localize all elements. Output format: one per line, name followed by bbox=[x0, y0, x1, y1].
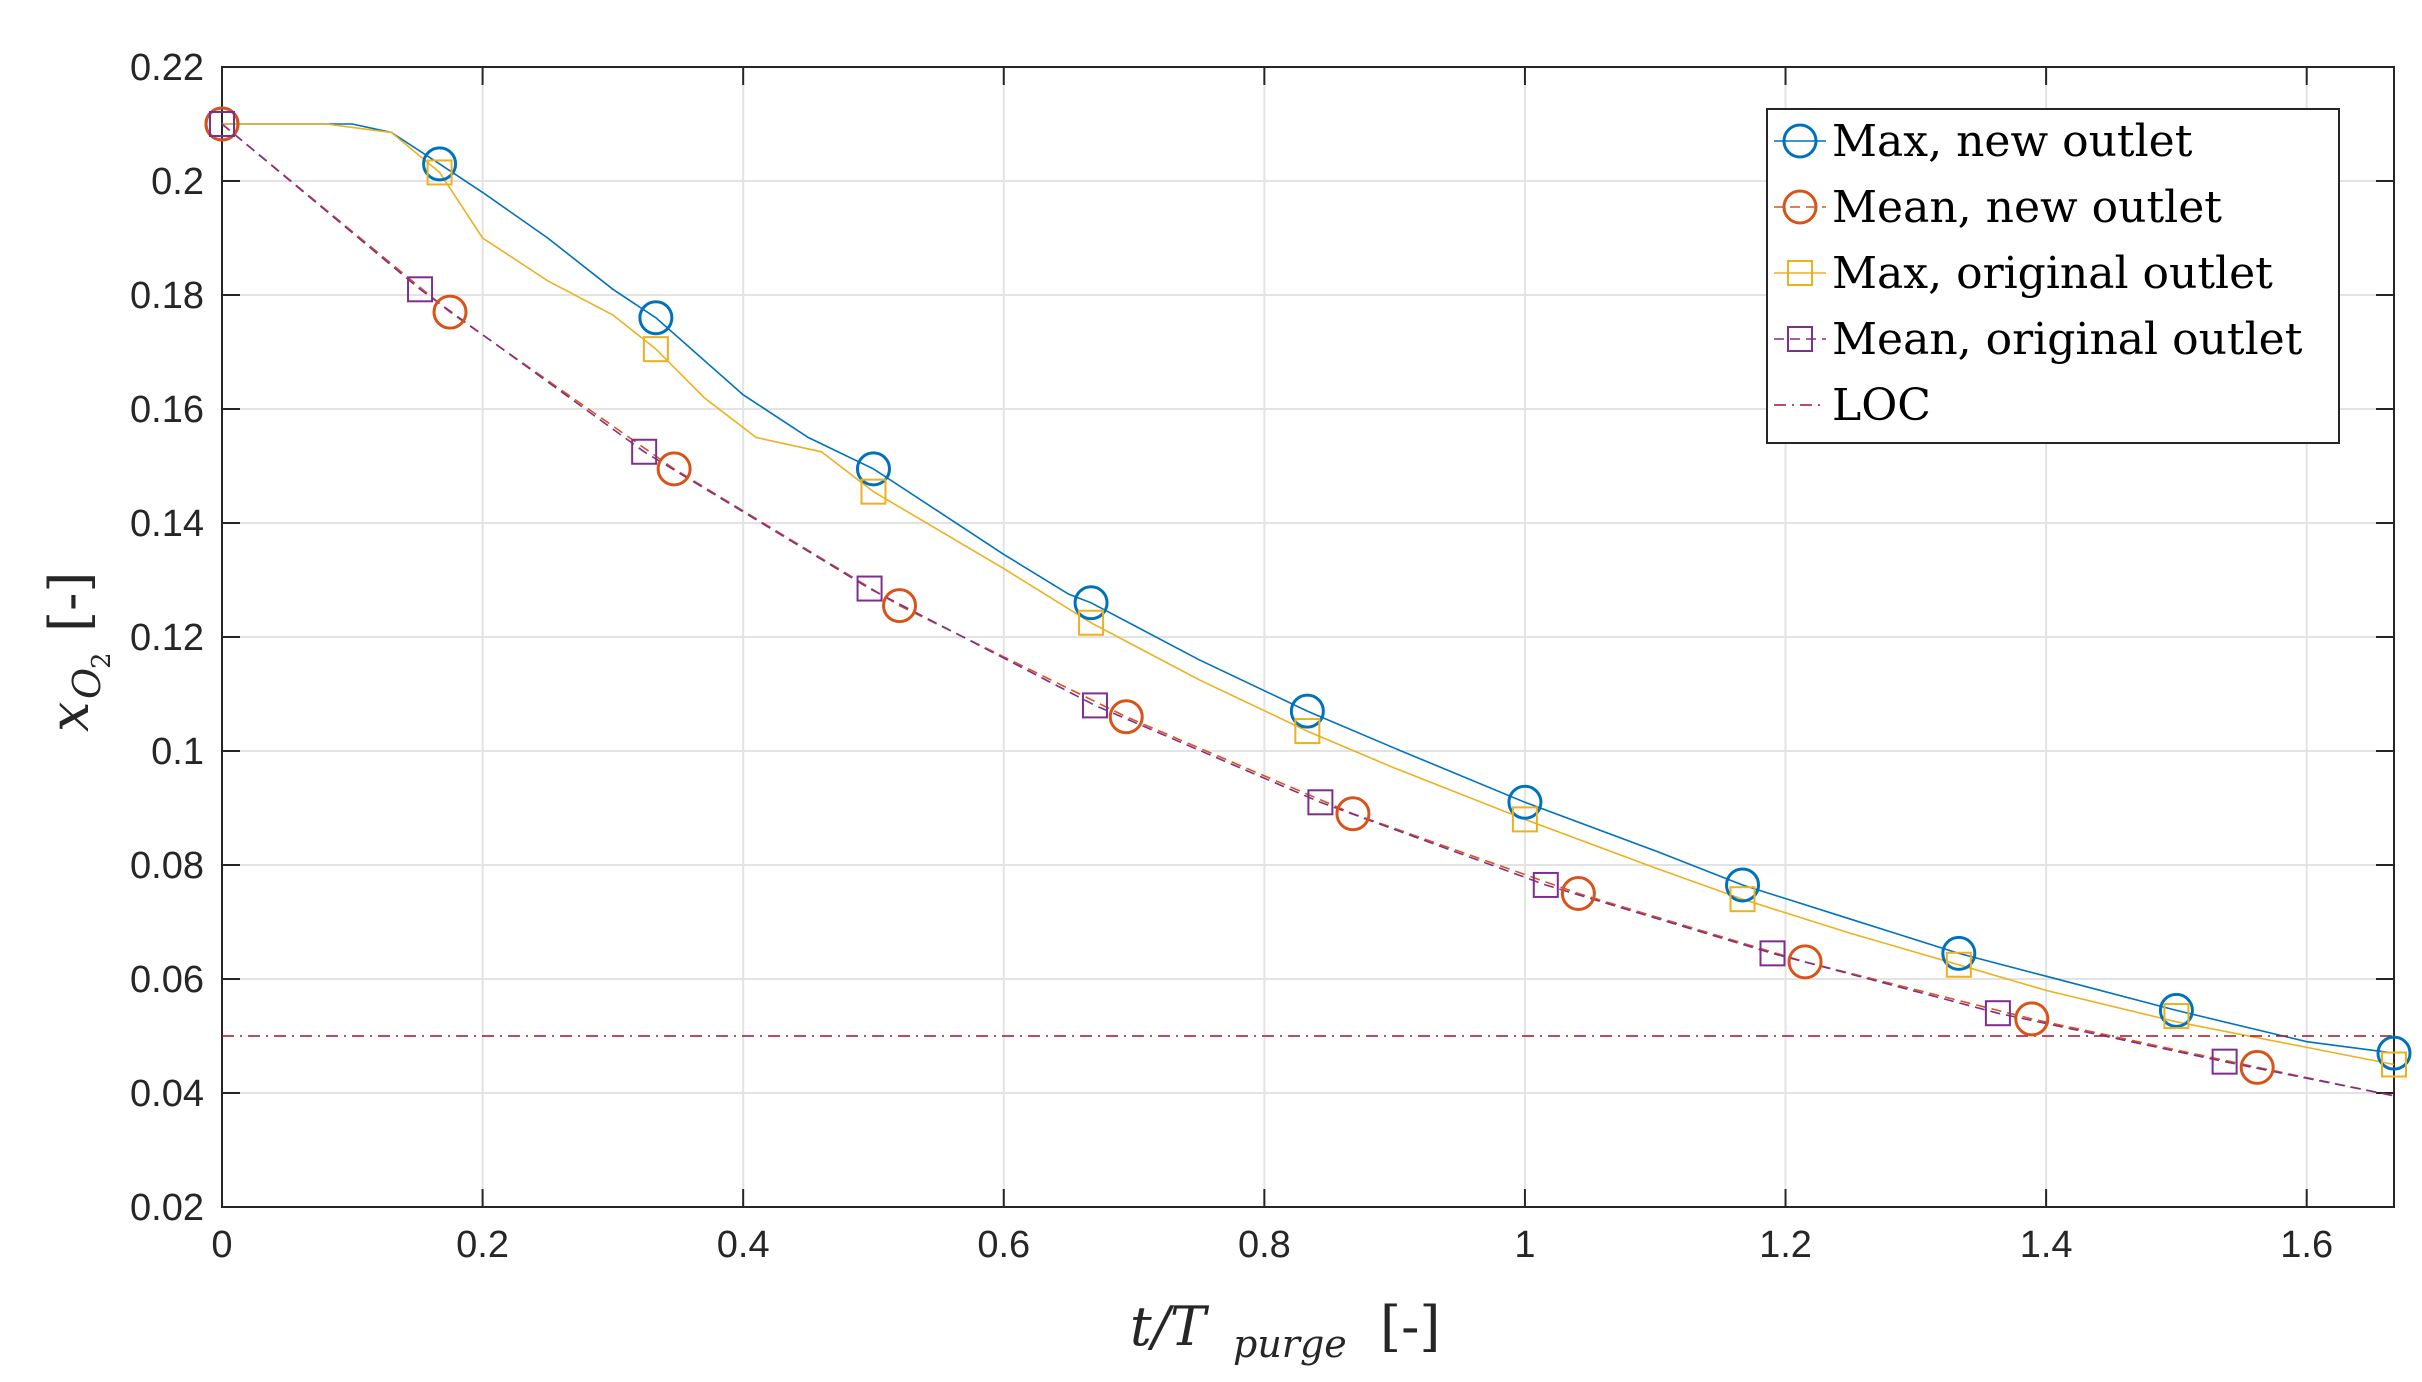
y-tick-label: 0.18 bbox=[130, 275, 204, 317]
data-point-max-new-outlet bbox=[2376, 1035, 2412, 1071]
data-point-mean-new-outlet bbox=[432, 294, 468, 330]
series-lines bbox=[221, 123, 2395, 1097]
x-tick-label: 0.6 bbox=[977, 1224, 1030, 1266]
data-point-mean-original-outlet bbox=[1759, 940, 1786, 967]
x-tick-label: 1 bbox=[1514, 1224, 1535, 1266]
y-axis-label: x O 2 [-] bbox=[38, 572, 117, 732]
legend-item-max-new-outlet: Max, new outlet bbox=[1774, 116, 2193, 167]
data-point-max-new-outlet bbox=[1507, 784, 1543, 820]
series-line-max-original-outlet bbox=[222, 123, 2395, 1066]
data-point-max-original-outlet bbox=[1511, 806, 1538, 833]
data-point-mean-new-outlet bbox=[1787, 944, 1823, 980]
x-axis-label: t/T purge [-] bbox=[1130, 1295, 1440, 1366]
data-point-max-new-outlet bbox=[638, 300, 674, 336]
legend-item-mean-original-outlet: Mean, original outlet bbox=[1774, 314, 2303, 365]
x-tick-label: 0 bbox=[211, 1224, 232, 1266]
legend-marker bbox=[1782, 123, 1818, 159]
data-point-max-new-outlet bbox=[1289, 693, 1325, 729]
svg-text:[-]: [-] bbox=[38, 572, 101, 632]
legend-item-mean-new-outlet: Mean, new outlet bbox=[1774, 182, 2222, 233]
legend-label: Max, original outlet bbox=[1832, 248, 2273, 299]
legend-marker bbox=[1787, 260, 1813, 286]
legend-item-max-original-outlet: Max, original outlet bbox=[1774, 248, 2273, 299]
x-tick-label: 0.4 bbox=[717, 1224, 770, 1266]
svg-text:2: 2 bbox=[87, 652, 117, 669]
svg-text:O: O bbox=[65, 668, 109, 699]
legend-label: LOC bbox=[1832, 380, 1931, 431]
data-point-max-new-outlet bbox=[2158, 992, 2194, 1028]
legend: Max, new outlet Mean, new outlet Max, orig… bbox=[1766, 108, 2340, 444]
axis-ticks: 0 0.2 0.4 0.6 0.8 1 1.2 1.4 1.6 0.02 0.04 0.06 0.08 0… bbox=[130, 47, 2394, 1266]
data-point-mean-new-outlet bbox=[1560, 876, 1596, 911]
svg-text:purge: purge bbox=[1233, 1322, 1347, 1366]
data-point-max-original-outlet bbox=[2381, 1051, 2407, 1078]
y-tick-label: 0.22 bbox=[130, 47, 204, 89]
data-point-mean-original-outlet bbox=[1532, 871, 1559, 898]
data-point-mean-new-outlet bbox=[882, 588, 918, 624]
data-point-mean-original-outlet bbox=[407, 276, 434, 303]
data-point-max-original-outlet bbox=[2163, 1003, 2190, 1030]
y-tick-label: 0.2 bbox=[151, 161, 204, 203]
y-tick-label: 0.06 bbox=[130, 959, 204, 1001]
data-point-max-new-outlet bbox=[1941, 935, 1977, 971]
series-line-mean-original-outlet bbox=[221, 123, 2395, 1097]
legend-box bbox=[1766, 108, 2340, 444]
data-point-mean-new-outlet bbox=[1335, 796, 1371, 832]
x-tick-label: 1.4 bbox=[2020, 1224, 2073, 1266]
data-point-mean-new-outlet bbox=[2014, 1001, 2050, 1037]
x-tick-label: 0.8 bbox=[1238, 1224, 1291, 1266]
svg-text:t/T: t/T bbox=[1130, 1295, 1210, 1358]
y-tick-label: 0.08 bbox=[130, 845, 204, 887]
legend-label: Mean, original outlet bbox=[1832, 314, 2303, 365]
legend-label: Mean, new outlet bbox=[1832, 182, 2222, 233]
legend-marker bbox=[1782, 189, 1818, 225]
data-point-mean-original-outlet bbox=[1984, 1000, 2011, 1027]
data-point-max-new-outlet bbox=[855, 451, 891, 487]
series-markers bbox=[204, 106, 2412, 1085]
data-point-max-new-outlet bbox=[1725, 867, 1761, 903]
x-tick-label: 0.2 bbox=[456, 1224, 509, 1266]
data-point-max-original-outlet bbox=[1945, 951, 1972, 978]
y-tick-label: 0.14 bbox=[130, 503, 204, 545]
x-tick-label: 1.6 bbox=[2280, 1224, 2333, 1266]
data-point-mean-new-outlet bbox=[2239, 1049, 2275, 1085]
data-point-max-original-outlet bbox=[1078, 609, 1105, 636]
data-point-mean-original-outlet bbox=[209, 111, 235, 137]
legend-label: Max, new outlet bbox=[1832, 116, 2193, 167]
y-tick-label: 0.02 bbox=[130, 1187, 204, 1229]
data-point-max-original-outlet bbox=[1729, 886, 1756, 913]
data-point-mean-original-outlet bbox=[631, 438, 658, 465]
data-point-max-original-outlet bbox=[426, 159, 453, 186]
legend-item-loc: LOC bbox=[1774, 380, 1931, 431]
series-line-max-new-outlet bbox=[222, 123, 2395, 1054]
data-point-max-original-outlet bbox=[860, 478, 887, 505]
y-tick-label: 0.1 bbox=[151, 731, 204, 773]
legend-marker bbox=[1787, 326, 1813, 352]
data-point-mean-new-outlet bbox=[656, 451, 692, 487]
data-point-mean-original-outlet bbox=[1081, 692, 1108, 719]
data-point-mean-original-outlet bbox=[2211, 1048, 2238, 1075]
data-point-max-original-outlet bbox=[642, 336, 669, 363]
data-point-max-original-outlet bbox=[1294, 718, 1321, 745]
svg-text:[-]: [-] bbox=[1380, 1295, 1440, 1358]
data-point-mean-new-outlet bbox=[1108, 699, 1144, 735]
data-point-max-new-outlet bbox=[422, 146, 458, 182]
data-point-mean-original-outlet bbox=[856, 575, 883, 602]
data-point-mean-new-outlet bbox=[204, 106, 240, 142]
data-point-mean-original-outlet bbox=[1307, 789, 1334, 816]
x-tick-label: 1.2 bbox=[1759, 1224, 1812, 1266]
y-tick-label: 0.04 bbox=[130, 1073, 204, 1115]
y-tick-label: 0.16 bbox=[130, 389, 204, 431]
y-tick-label: 0.12 bbox=[130, 617, 204, 659]
svg-text:x: x bbox=[38, 702, 101, 732]
data-point-max-new-outlet bbox=[1073, 585, 1109, 621]
